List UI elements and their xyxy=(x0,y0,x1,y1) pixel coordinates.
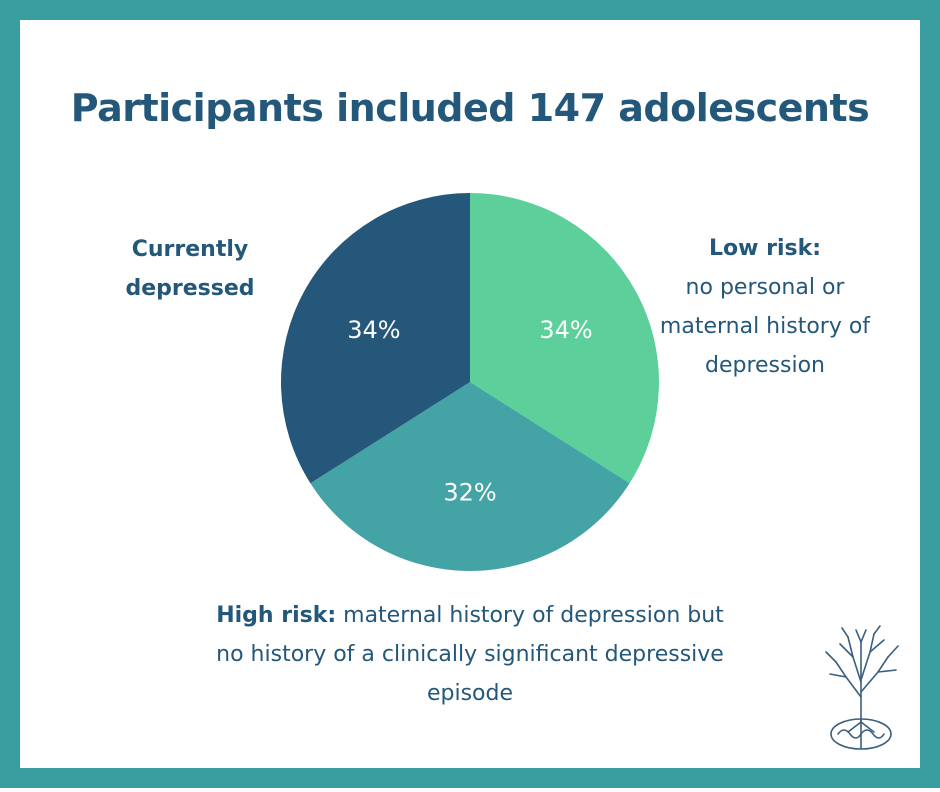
label-currently-depressed: Currently depressed xyxy=(125,237,255,301)
label-high-risk-text: maternal history of depression but no hi… xyxy=(216,603,724,706)
label-low-risk-heading: Low risk: xyxy=(708,236,822,261)
label-high-risk: High risk: maternal history of depressio… xyxy=(200,596,740,713)
chart-title: Participants included 147 adolescents xyxy=(70,86,870,130)
pie-label-currently-depressed: 34% xyxy=(347,316,400,344)
label-high-risk-heading: High risk: xyxy=(216,603,337,628)
pie-slice-low-risk xyxy=(470,193,660,484)
pie-label-low-risk: 34% xyxy=(539,316,592,344)
pie-label-high-risk: 32% xyxy=(443,479,496,507)
tree-brain-icon xyxy=(825,625,899,750)
label-low-risk-text: no personal or maternal history of depre… xyxy=(659,275,871,378)
pie-slice-high-risk xyxy=(310,382,630,572)
pie-slice-currently-depressed xyxy=(280,193,470,484)
label-low-risk: Low risk: no personal or maternal histor… xyxy=(655,229,875,385)
